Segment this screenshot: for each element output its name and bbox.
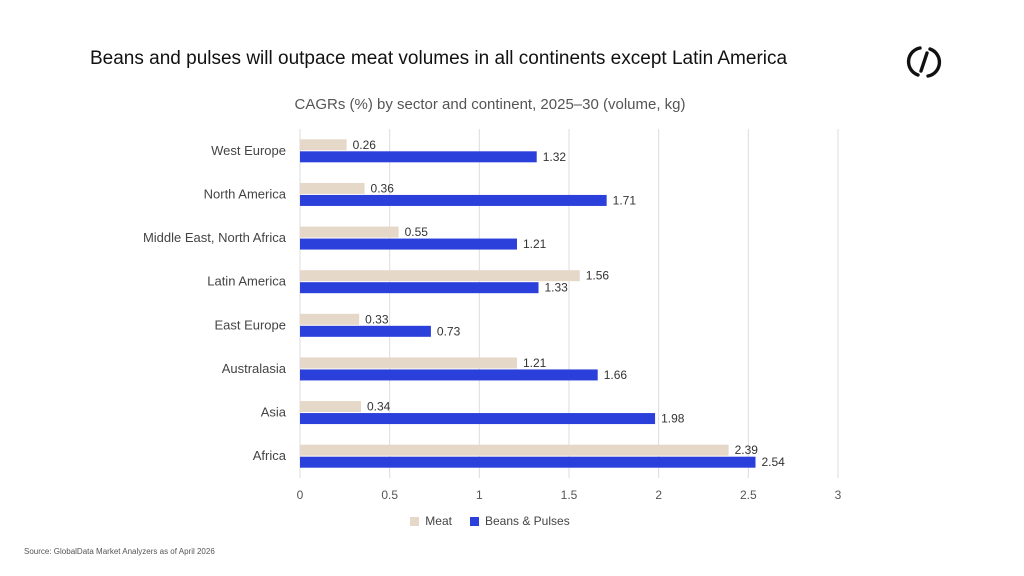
- bar-beans-pulses: [300, 456, 756, 468]
- data-label-meat: 0.33: [365, 312, 389, 326]
- data-label-meat: 2.39: [735, 443, 759, 457]
- x-tick-label: 3: [835, 488, 842, 502]
- data-label-meat: 0.55: [405, 225, 429, 239]
- data-label-meat: 1.56: [586, 269, 610, 283]
- bar-meat: [300, 226, 399, 238]
- legend-item-meat: Meat: [410, 514, 452, 528]
- bar-meat: [300, 313, 360, 325]
- legend-label-beans-pulses: Beans & Pulses: [484, 514, 570, 528]
- bar-meat: [300, 401, 361, 413]
- x-tick-label: 1.5: [561, 488, 578, 502]
- x-tick-label: 2: [655, 488, 662, 502]
- category-label: West Europe: [211, 143, 286, 158]
- x-tick-label: 0.5: [381, 488, 398, 502]
- legend-swatch-meat: [410, 516, 420, 526]
- data-label-beans-pulses: 1.33: [545, 281, 569, 295]
- bar-beans-pulses: [300, 238, 517, 250]
- data-label-beans-pulses: 1.32: [543, 150, 567, 164]
- globaldata-logo-icon: [906, 46, 942, 78]
- data-label-beans-pulses: 1.71: [613, 193, 637, 207]
- source-note: Source: GlobalData Market Analyzers as o…: [24, 547, 215, 556]
- bar-meat: [300, 139, 347, 151]
- data-label-beans-pulses: 1.66: [604, 368, 628, 382]
- chart-title: Beans and pulses will outpace meat volum…: [90, 48, 788, 69]
- legend-label-meat: Meat: [425, 514, 452, 528]
- category-label: North America: [204, 186, 287, 201]
- chart-subtitle: CAGRs (%) by sector and continent, 2025–…: [294, 96, 686, 113]
- data-label-beans-pulses: 1.21: [523, 237, 547, 251]
- category-label: East Europe: [214, 317, 286, 332]
- bar-beans-pulses: [300, 194, 607, 206]
- data-label-beans-pulses: 1.98: [661, 412, 685, 426]
- data-label-meat: 0.36: [371, 181, 395, 195]
- category-label: Asia: [261, 405, 287, 420]
- legend-item-beans-pulses: Beans & Pulses: [469, 514, 570, 528]
- data-label-meat: 1.21: [523, 356, 547, 370]
- data-label-meat: 0.34: [367, 400, 391, 414]
- bar-beans-pulses: [300, 369, 598, 381]
- category-label: Australasia: [222, 361, 287, 376]
- data-label-beans-pulses: 0.73: [437, 324, 461, 338]
- bar-beans-pulses: [300, 325, 431, 337]
- bar-beans-pulses: [300, 151, 537, 163]
- bar-meat: [300, 444, 729, 456]
- chart-legend: Meat Beans & Pulses: [0, 514, 980, 528]
- category-label: Africa: [253, 448, 287, 463]
- x-tick-label: 2.5: [740, 488, 757, 502]
- bar-meat: [300, 357, 517, 369]
- category-label: Latin America: [207, 274, 287, 289]
- x-tick-label: 0: [297, 488, 304, 502]
- x-tick-label: 1: [476, 488, 483, 502]
- bar-beans-pulses: [300, 413, 656, 425]
- bar-meat: [300, 270, 580, 282]
- bar-meat: [300, 182, 365, 194]
- data-label-beans-pulses: 2.54: [762, 455, 786, 469]
- bar-beans-pulses: [300, 282, 539, 294]
- data-label-meat: 0.26: [353, 138, 377, 152]
- category-label: Middle East, North Africa: [143, 230, 287, 245]
- legend-swatch-beans-pulses: [469, 516, 479, 526]
